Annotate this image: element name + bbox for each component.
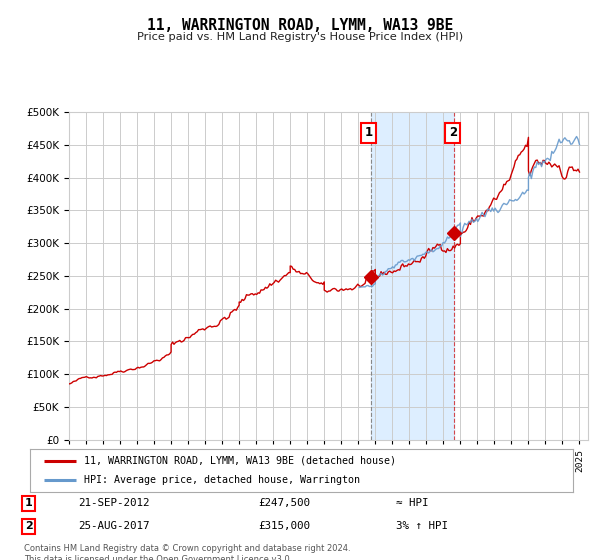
Text: 2: 2: [449, 127, 457, 139]
Text: Price paid vs. HM Land Registry's House Price Index (HPI): Price paid vs. HM Land Registry's House …: [137, 32, 463, 43]
Text: HPI: Average price, detached house, Warrington: HPI: Average price, detached house, Warr…: [85, 475, 360, 485]
Text: £247,500: £247,500: [258, 498, 310, 508]
Text: ≈ HPI: ≈ HPI: [396, 498, 428, 508]
Text: Contains HM Land Registry data © Crown copyright and database right 2024.
This d: Contains HM Land Registry data © Crown c…: [24, 544, 350, 560]
Text: 2: 2: [25, 521, 32, 531]
Text: 21-SEP-2012: 21-SEP-2012: [78, 498, 149, 508]
Text: 3% ↑ HPI: 3% ↑ HPI: [396, 521, 448, 531]
Text: 1: 1: [365, 127, 373, 139]
Text: 25-AUG-2017: 25-AUG-2017: [78, 521, 149, 531]
Text: 1: 1: [25, 498, 32, 508]
Text: £315,000: £315,000: [258, 521, 310, 531]
Bar: [371, 112, 454, 440]
Text: 11, WARRINGTON ROAD, LYMM, WA13 9BE (detached house): 11, WARRINGTON ROAD, LYMM, WA13 9BE (det…: [85, 456, 397, 465]
Text: 11, WARRINGTON ROAD, LYMM, WA13 9BE: 11, WARRINGTON ROAD, LYMM, WA13 9BE: [147, 18, 453, 33]
